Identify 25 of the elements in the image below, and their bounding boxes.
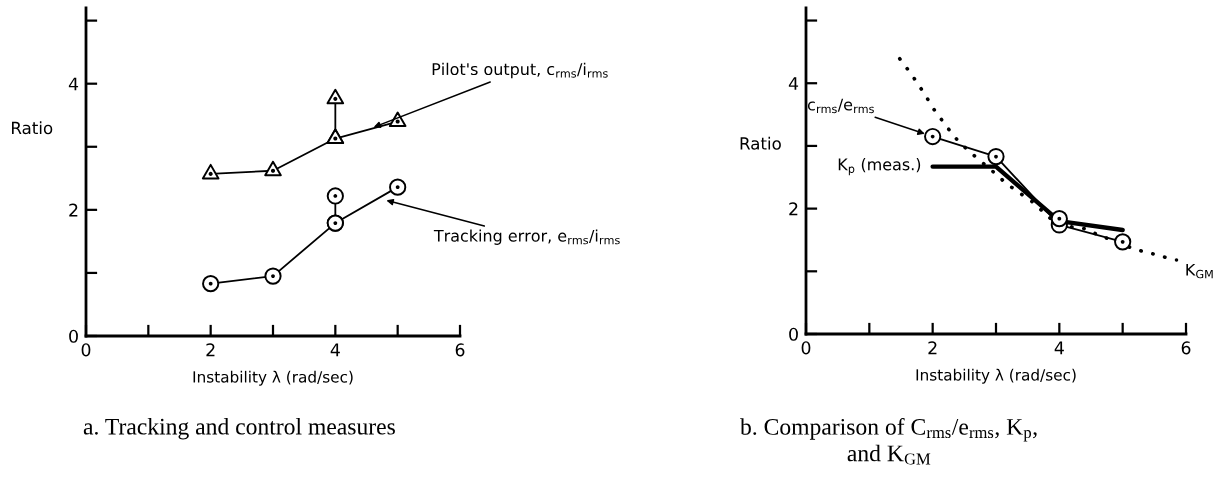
x-tick-label: 0 bbox=[81, 343, 91, 357]
x-tick-label: 2 bbox=[206, 343, 215, 357]
y-tick-label: 2 bbox=[789, 202, 798, 216]
y-tick-label: 0 bbox=[69, 329, 78, 343]
y-tick-label: 4 bbox=[68, 77, 79, 91]
text: c$_{rms}$/e$_{rms}$ bbox=[807, 98, 874, 114]
y-tick-label: 4 bbox=[788, 77, 799, 90]
x-tick-label: 6 bbox=[1181, 341, 1191, 355]
x-tick-label: 4 bbox=[1054, 341, 1064, 355]
text: Tracking error, e$_{rms}$/i$_{rms}$ bbox=[433, 229, 620, 245]
x-axis-title: Instability λ (rad/sec) bbox=[916, 368, 1076, 384]
x-tick-label: 4 bbox=[330, 343, 340, 357]
x-tick-label: 6 bbox=[455, 343, 465, 357]
x-axis-title: Instability λ (rad/sec) bbox=[193, 370, 353, 386]
y-axis-title: Ratio bbox=[740, 136, 781, 150]
text: a. Tracking and control measures bbox=[83, 418, 395, 440]
x-tick-label: 2 bbox=[928, 341, 937, 355]
y-tick-label: 0 bbox=[789, 327, 798, 341]
series-label: K$_{GM}$ bbox=[1186, 263, 1213, 279]
series-label: K$_{p}$ (meas.) bbox=[838, 158, 921, 176]
chart-title: b. Comparison of C$_{rms}$/e$_{rms}$, K$_{p}$, and K$_{GM}$ bbox=[740, 418, 1037, 465]
text: Pilot's output, c$_{rms}$/i$_{rms}$ bbox=[432, 62, 608, 79]
x-tick-label: 0 bbox=[801, 341, 811, 355]
y-axis-title: Ratio bbox=[12, 121, 53, 135]
y-tick-label: 2 bbox=[69, 203, 78, 217]
